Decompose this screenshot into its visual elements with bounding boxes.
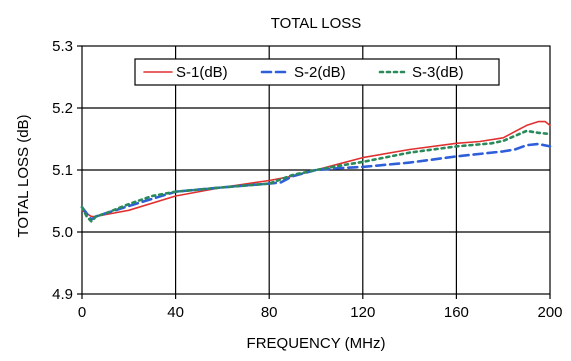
- y-tick-label-4.9: 4.9: [52, 286, 73, 303]
- x-tick-label-80: 80: [261, 304, 278, 321]
- x-tick-label-160: 160: [444, 304, 469, 321]
- chart-title: TOTAL LOSS: [271, 15, 362, 32]
- legend-label-s3: S-3(dB): [412, 64, 464, 81]
- series-lines: [80, 120, 552, 223]
- y-tick-label-5.1: 5.1: [52, 162, 73, 179]
- legend-label-s1: S-1(dB): [176, 64, 228, 81]
- legend-box: [134, 58, 500, 86]
- axes: 0 40 80 120 160 200 4.9 5.0 5.1 5.2 5.3: [52, 38, 562, 321]
- y-tick-label-5.2: 5.2: [52, 100, 73, 117]
- legend-label-s2: S-2(dB): [294, 64, 346, 81]
- y-axis-title: TOTAL LOSS (dB): [15, 114, 32, 237]
- x-axis-title: FREQUENCY (MHz): [247, 335, 386, 352]
- x-tick-label-40: 40: [167, 304, 184, 321]
- legend: S-1(dB) S-2(dB) S-3(dB): [134, 58, 500, 86]
- x-tick-label-0: 0: [78, 304, 86, 321]
- y-tick-label-5.3: 5.3: [52, 38, 73, 55]
- x-tick-label-200: 200: [537, 304, 562, 321]
- y-tick-label-5.0: 5.0: [52, 224, 73, 241]
- series-line-s3: [80, 129, 552, 223]
- x-tick-label-120: 120: [350, 304, 375, 321]
